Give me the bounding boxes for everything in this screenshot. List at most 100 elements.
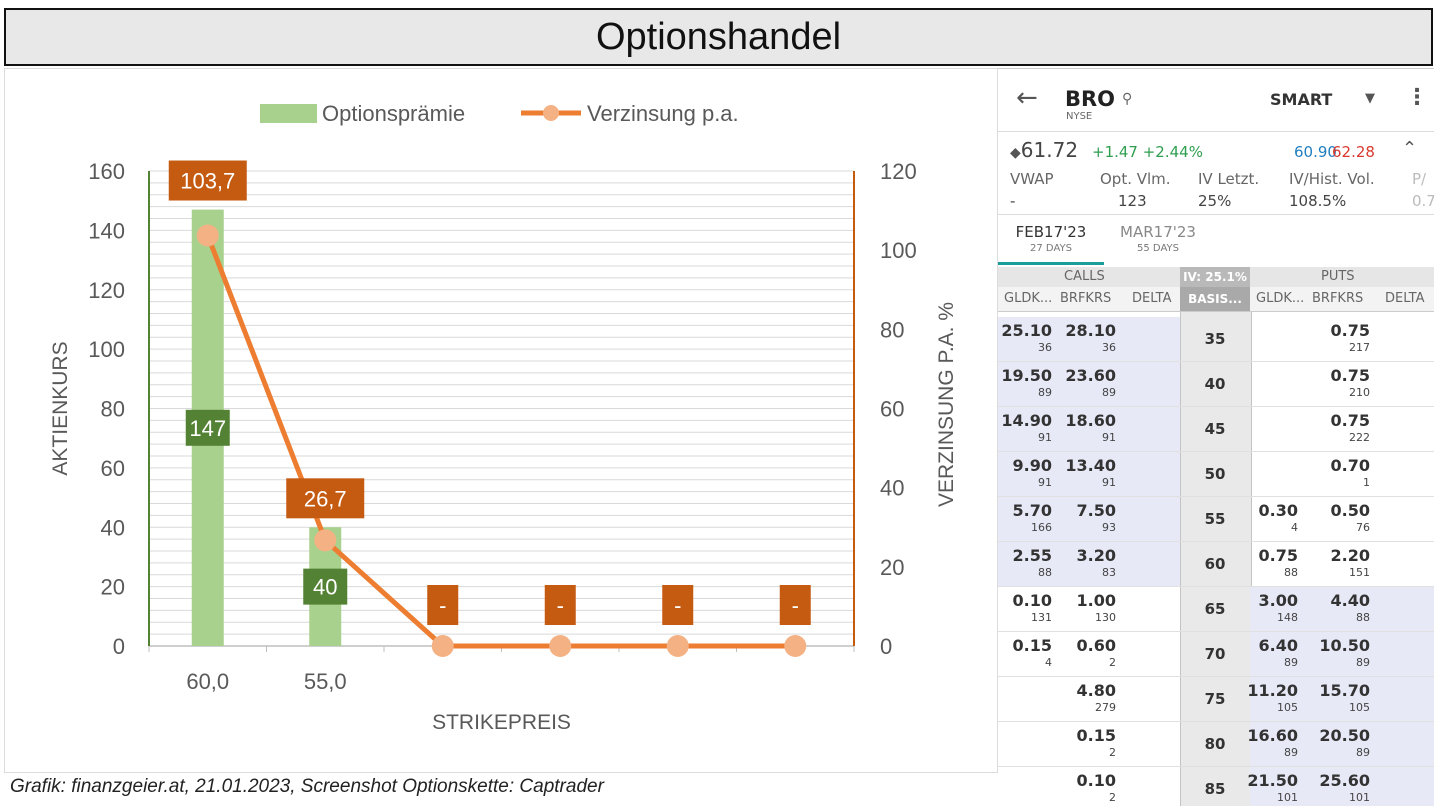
call-ask[interactable]: 7.50 <box>1076 501 1116 520</box>
put-ask-size[interactable]: 151 <box>1349 566 1370 579</box>
put-ask-size[interactable]: 89 <box>1356 746 1370 759</box>
put-bid[interactable]: 6.40 <box>1258 636 1298 655</box>
tab-mar17[interactable]: MAR17'23 55 DAYS <box>1120 223 1196 254</box>
call-ask-size[interactable]: 36 <box>1102 341 1116 354</box>
call-ask-size[interactable]: 2 <box>1109 791 1116 804</box>
put-ask-size[interactable]: 89 <box>1356 656 1370 669</box>
col-delta[interactable]: DELTA <box>1385 291 1425 306</box>
call-ask-size[interactable]: 130 <box>1095 611 1116 624</box>
chain-row[interactable]: 5.70 166 7.50 93 0.30 4 0.50 76 55 <box>998 497 1434 542</box>
put-ask-size[interactable]: 217 <box>1349 341 1370 354</box>
call-ask-size[interactable]: 2 <box>1109 656 1116 669</box>
put-ask[interactable]: 0.75 <box>1330 321 1370 340</box>
put-ask-size[interactable]: 210 <box>1349 386 1370 399</box>
put-ask[interactable]: 0.75 <box>1330 366 1370 385</box>
put-ask[interactable]: 2.20 <box>1330 546 1370 565</box>
call-bid[interactable]: 19.50 <box>1001 366 1052 385</box>
call-bid-size[interactable]: 89 <box>1038 386 1052 399</box>
call-ask-size[interactable]: 89 <box>1102 386 1116 399</box>
search-icon[interactable]: ⚲ <box>1122 91 1133 107</box>
call-ask[interactable]: 4.80 <box>1076 681 1116 700</box>
put-bid-size[interactable]: 4 <box>1291 521 1298 534</box>
put-bid-size[interactable]: 101 <box>1277 791 1298 804</box>
put-ask[interactable]: 10.50 <box>1319 636 1370 655</box>
col-delta[interactable]: DELTA <box>1132 291 1172 306</box>
put-ask[interactable]: 0.50 <box>1330 501 1370 520</box>
call-ask[interactable]: 23.60 <box>1065 366 1116 385</box>
chevron-up-icon[interactable]: ⌃ <box>1402 138 1418 159</box>
put-bid-size[interactable]: 105 <box>1277 701 1298 714</box>
call-ask[interactable]: 1.00 <box>1076 591 1116 610</box>
put-bid[interactable]: 11.20 <box>1247 681 1298 700</box>
chain-row[interactable]: 0.15 2 16.60 89 20.50 89 80 <box>998 722 1434 767</box>
arrow-left-icon[interactable]: ← <box>1016 83 1038 113</box>
put-ask-size[interactable]: 222 <box>1349 431 1370 444</box>
col-ask[interactable]: BRFKRS <box>1312 291 1364 306</box>
put-bid-size[interactable]: 88 <box>1284 566 1298 579</box>
put-ask-size[interactable]: 76 <box>1356 521 1370 534</box>
call-ask[interactable]: 0.15 <box>1076 726 1116 745</box>
call-bid[interactable]: 14.90 <box>1001 411 1052 430</box>
put-ask-size[interactable]: 101 <box>1349 791 1370 804</box>
put-ask-size[interactable]: 105 <box>1349 701 1370 714</box>
call-bid-size[interactable]: 91 <box>1038 431 1052 444</box>
put-bid[interactable]: 0.30 <box>1258 501 1298 520</box>
call-bid-size[interactable]: 91 <box>1038 476 1052 489</box>
call-bid[interactable]: 9.90 <box>1012 456 1052 475</box>
put-ask[interactable]: 25.60 <box>1319 771 1370 790</box>
col-ask[interactable]: BRFKRS <box>1060 291 1112 306</box>
chain-row[interactable]: 19.50 89 23.60 89 0.75 210 40 <box>998 362 1434 407</box>
chain-row[interactable]: 14.90 91 18.60 91 0.75 222 45 <box>998 407 1434 452</box>
put-bid[interactable]: 21.50 <box>1247 771 1298 790</box>
route-selector[interactable]: SMART <box>1270 90 1333 109</box>
chain-row[interactable]: 4.80 279 11.20 105 15.70 105 75 <box>998 677 1434 722</box>
put-ask-size[interactable]: 1 <box>1363 476 1370 489</box>
call-bid[interactable]: 0.10 <box>1012 591 1052 610</box>
chain-row[interactable]: 0.10 131 1.00 130 3.00 148 4.40 88 65 <box>998 587 1434 632</box>
call-bid[interactable]: 25.10 <box>1001 321 1052 340</box>
put-bid-size[interactable]: 148 <box>1277 611 1298 624</box>
call-ask-size[interactable]: 91 <box>1102 476 1116 489</box>
call-ask-size[interactable]: 83 <box>1102 566 1116 579</box>
put-ask-size[interactable]: 88 <box>1356 611 1370 624</box>
col-bid[interactable]: GLDK... <box>1004 291 1053 306</box>
col-bid[interactable]: GLDK... <box>1256 291 1305 306</box>
call-bid-size[interactable]: 131 <box>1031 611 1052 624</box>
call-bid-size[interactable]: 88 <box>1038 566 1052 579</box>
call-ask[interactable]: 18.60 <box>1065 411 1116 430</box>
put-bid[interactable]: 3.00 <box>1258 591 1298 610</box>
call-ask[interactable]: 13.40 <box>1065 456 1116 475</box>
put-bid-size[interactable]: 89 <box>1284 656 1298 669</box>
put-ask[interactable]: 0.75 <box>1330 411 1370 430</box>
chain-row[interactable]: 25.10 36 28.10 36 0.75 217 35 <box>998 317 1434 362</box>
put-ask[interactable]: 4.40 <box>1330 591 1370 610</box>
call-ask-size[interactable]: 93 <box>1102 521 1116 534</box>
chain-row[interactable]: 2.55 88 3.20 83 0.75 88 2.20 151 60 <box>998 542 1434 587</box>
tab-feb17[interactable]: FEB17'23 27 DAYS <box>1015 223 1087 254</box>
put-ask[interactable]: 0.70 <box>1330 456 1370 475</box>
call-ask[interactable]: 0.10 <box>1076 771 1116 790</box>
call-bid-size[interactable]: 36 <box>1038 341 1052 354</box>
chevron-down-icon[interactable]: ▼ <box>1365 91 1375 106</box>
call-ask[interactable]: 0.60 <box>1076 636 1116 655</box>
call-ask[interactable]: 28.10 <box>1065 321 1116 340</box>
call-ask-size[interactable]: 279 <box>1095 701 1116 714</box>
call-ask-size[interactable]: 91 <box>1102 431 1116 444</box>
chain-row[interactable]: 9.90 91 13.40 91 0.70 1 50 <box>998 452 1434 497</box>
call-bid[interactable]: 2.55 <box>1012 546 1052 565</box>
put-ask[interactable]: 15.70 <box>1319 681 1370 700</box>
put-bid-size[interactable]: 89 <box>1284 746 1298 759</box>
call-bid[interactable]: 5.70 <box>1012 501 1052 520</box>
chain-row[interactable]: 0.10 2 21.50 101 25.60 101 85 <box>998 767 1434 806</box>
call-bid-size[interactable]: 4 <box>1045 656 1052 669</box>
put-bid[interactable]: 0.75 <box>1258 546 1298 565</box>
strike-header[interactable]: BASIS... <box>1180 287 1250 311</box>
put-bid[interactable]: 16.60 <box>1247 726 1298 745</box>
more-menu-icon[interactable]: ⋮ <box>1406 85 1428 110</box>
put-ask[interactable]: 20.50 <box>1319 726 1370 745</box>
call-ask-size[interactable]: 2 <box>1109 746 1116 759</box>
call-ask[interactable]: 3.20 <box>1076 546 1116 565</box>
chain-row[interactable]: 0.15 4 0.60 2 6.40 89 10.50 89 70 <box>998 632 1434 677</box>
call-bid-size[interactable]: 166 <box>1031 521 1052 534</box>
call-bid[interactable]: 0.15 <box>1012 636 1052 655</box>
